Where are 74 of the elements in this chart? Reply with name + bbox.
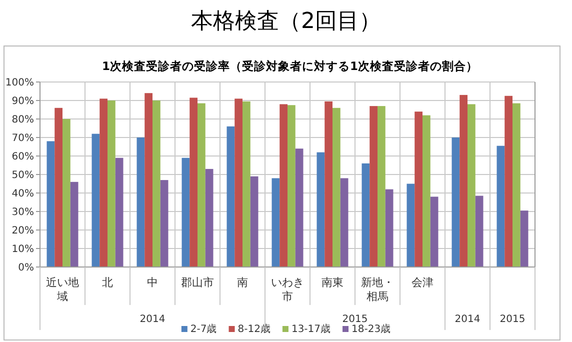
bar — [152, 100, 160, 267]
x-tick-label: 南東 — [322, 276, 344, 289]
bar — [242, 101, 250, 267]
bar — [332, 108, 340, 267]
bar — [100, 98, 108, 267]
bar — [234, 98, 242, 267]
bar — [452, 138, 460, 267]
x-tick-label: 南 — [237, 276, 248, 289]
bar — [250, 176, 258, 267]
bar — [190, 98, 198, 267]
bar — [144, 93, 152, 267]
bar — [378, 106, 386, 267]
y-tick-label: 80% — [12, 114, 34, 126]
bar — [414, 112, 422, 267]
text: 2015 — [342, 314, 368, 325]
legend-label: 18-23歳 — [352, 323, 391, 335]
bar — [504, 96, 512, 267]
y-tick-label: 60% — [12, 152, 34, 162]
bar — [280, 104, 288, 267]
bar — [46, 141, 55, 267]
text: 2014 — [454, 314, 480, 325]
x-tick-label: 近い地域 — [46, 276, 79, 303]
bar — [198, 103, 206, 267]
bar — [295, 148, 304, 267]
y-tick-label: 100% — [5, 78, 34, 88]
bar — [272, 178, 280, 267]
bar — [205, 168, 214, 267]
y-tick-label: 20% — [12, 226, 34, 236]
y-tick-label: 40% — [12, 188, 34, 200]
bar — [430, 196, 438, 267]
bar — [108, 100, 116, 267]
y-tick-label: 10% — [12, 244, 34, 255]
chart-title: 本格検査（2回目） — [191, 9, 381, 34]
x-tick-label: 会津 — [412, 276, 434, 289]
y-tick-label: 50% — [12, 170, 34, 181]
bar — [115, 158, 124, 267]
y-tick-label: 70% — [12, 133, 34, 144]
bar — [70, 182, 78, 267]
text: 2014 — [140, 314, 166, 325]
y-tick-label: 30% — [12, 207, 34, 218]
y-tick-label: 90% — [12, 96, 34, 107]
bar — [316, 152, 325, 267]
x-tick-label: 北 — [102, 276, 113, 289]
bar — [136, 138, 145, 267]
x-tick-label: いわき市 — [271, 276, 304, 303]
bar — [512, 103, 520, 267]
legend-label: 8-12歳 — [238, 323, 270, 335]
bar — [422, 115, 430, 267]
bar — [468, 104, 476, 267]
legend-label: 2-7歳 — [190, 323, 217, 335]
bar — [370, 106, 378, 267]
bar — [520, 210, 528, 267]
x-tick-label: 郡山市 — [181, 276, 214, 289]
bar — [54, 108, 62, 267]
bar — [340, 178, 348, 267]
legend-label: 13-17歳 — [291, 323, 331, 335]
bar — [406, 184, 415, 267]
bar — [160, 180, 168, 267]
bar — [460, 94, 468, 267]
x-tick-label: 中 — [147, 276, 158, 289]
bar — [226, 126, 235, 267]
bar — [362, 163, 370, 267]
chart-subtitle: 1次検査受診者の受診率（受診対象者に対する1次検査受診者の割合） — [102, 59, 478, 73]
text: 2015 — [500, 314, 526, 325]
y-tick-label: 0% — [18, 262, 34, 274]
bar — [385, 189, 394, 267]
bar — [496, 146, 505, 267]
bar — [288, 105, 296, 267]
bar — [62, 119, 70, 267]
bar — [182, 158, 190, 267]
x-tick-label: 新地・相馬 — [361, 276, 394, 303]
bar — [324, 101, 332, 267]
bar — [475, 196, 484, 267]
bar — [92, 134, 100, 267]
